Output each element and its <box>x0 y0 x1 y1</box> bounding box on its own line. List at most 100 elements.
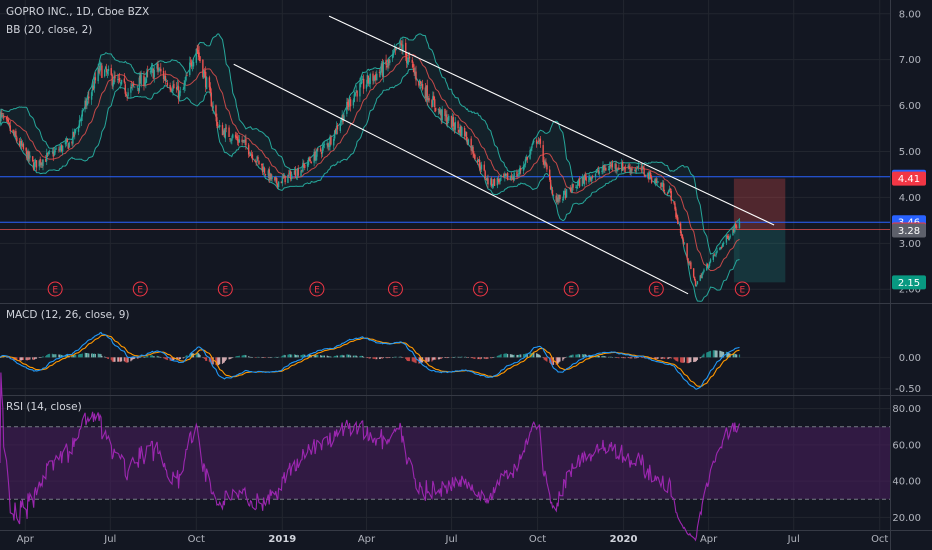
candle-body <box>255 161 257 163</box>
candle-body <box>306 163 309 167</box>
candle-body <box>12 129 14 132</box>
earnings-marker <box>47 281 63 297</box>
macd-histogram-bar <box>356 356 358 358</box>
macd-histogram-bar <box>334 355 336 358</box>
macd-histogram-bar <box>301 355 303 358</box>
macd-histogram-bar <box>211 357 213 365</box>
candle-body <box>297 168 299 176</box>
macd-histogram-bar <box>66 354 68 358</box>
macd-histogram-bar <box>125 357 127 363</box>
candle-body <box>275 178 277 180</box>
candle-body <box>716 250 718 253</box>
candle-body <box>365 84 368 89</box>
macd-histogram-bar <box>621 357 623 358</box>
candle-body <box>228 127 230 138</box>
candle-body <box>695 284 698 287</box>
macd-histogram-bar <box>267 357 269 358</box>
candle-body <box>119 82 122 84</box>
candle-body <box>663 183 665 192</box>
time-tick-label: 2020 <box>610 534 638 545</box>
macd-histogram-bar <box>563 357 565 360</box>
macd-histogram-bar <box>736 354 738 358</box>
macd-histogram-bar <box>392 357 394 358</box>
macd-histogram-bar <box>327 356 329 358</box>
candle-body <box>585 177 587 181</box>
candle-body <box>519 167 521 174</box>
candle-body <box>395 47 398 50</box>
candle-body <box>68 142 70 148</box>
candle-body <box>310 162 313 164</box>
candle-body <box>616 169 618 171</box>
macd-histogram-bar <box>149 355 152 358</box>
macd-histogram-bar <box>256 357 258 358</box>
candle-body <box>359 83 361 97</box>
candle-body <box>173 83 175 89</box>
candle-body <box>537 141 540 142</box>
candle-body <box>597 170 600 173</box>
macd-histogram-bar <box>237 356 239 358</box>
candle-body <box>79 119 82 121</box>
candle-body <box>114 76 116 79</box>
candle-body <box>720 247 722 249</box>
macd-histogram-bar <box>460 357 462 358</box>
macd-histogram-bar <box>666 357 669 360</box>
candle-body <box>376 73 378 81</box>
time-tick-label: Jul <box>103 534 116 545</box>
candle-body <box>127 92 129 97</box>
macd-histogram-bar <box>388 357 390 359</box>
candle-body <box>399 41 401 48</box>
macd-histogram-bar <box>97 353 99 358</box>
macd-histogram-bar <box>152 356 154 358</box>
candle-body <box>34 160 37 163</box>
macd-histogram-bar <box>629 357 631 359</box>
candle-body <box>732 228 734 236</box>
candle-body <box>8 122 11 125</box>
candle-body <box>39 159 41 165</box>
macd-histogram-bar <box>131 357 133 361</box>
macd-histogram-bar <box>234 356 237 358</box>
macd-histogram-bar <box>52 354 54 358</box>
macd-histogram-bar <box>679 357 682 363</box>
candle-body <box>372 73 374 81</box>
macd-histogram-bar <box>722 351 725 358</box>
time-tick-label: Oct <box>188 534 205 545</box>
macd-histogram-bar <box>516 354 518 358</box>
macd-histogram-bar <box>15 357 17 360</box>
candle-body <box>635 168 638 170</box>
bollinger-fill <box>0 33 740 302</box>
candle-body <box>329 137 331 147</box>
macd-histogram-bar <box>262 357 264 358</box>
macd-histogram-bar <box>616 357 618 358</box>
macd-histogram-bar <box>46 354 48 358</box>
candle-body <box>414 72 416 74</box>
candle-body <box>283 174 285 178</box>
macd-histogram-bar <box>716 350 718 358</box>
macd-histogram-bar <box>340 355 342 358</box>
macd-histogram-bar <box>372 357 374 359</box>
candle-body <box>218 124 221 128</box>
candle-body <box>551 190 554 196</box>
macd-histogram-bar <box>733 353 735 358</box>
macd-histogram-bar <box>622 357 625 359</box>
candle-body <box>321 146 324 154</box>
macd-histogram-bar <box>163 357 165 359</box>
time-tick-label: Apr <box>358 534 376 545</box>
macd-histogram-bar <box>221 357 224 364</box>
macd-histogram-bar <box>504 353 506 358</box>
candle-body <box>199 56 201 62</box>
macd-histogram-bar <box>493 356 496 358</box>
macd-histogram-bar <box>250 356 253 358</box>
macd-histogram-bar <box>536 353 539 358</box>
candle-body <box>622 167 625 170</box>
candle-body <box>510 175 513 178</box>
candle-body <box>569 187 571 189</box>
candle-body <box>520 168 522 171</box>
macd-histogram-bar <box>346 354 348 358</box>
macd-histogram-bar <box>137 357 139 359</box>
candle-body <box>120 79 123 85</box>
candle-body <box>222 130 225 135</box>
macd-histogram-bar <box>271 357 273 358</box>
candle-body <box>699 275 701 281</box>
candle-body <box>51 151 54 153</box>
